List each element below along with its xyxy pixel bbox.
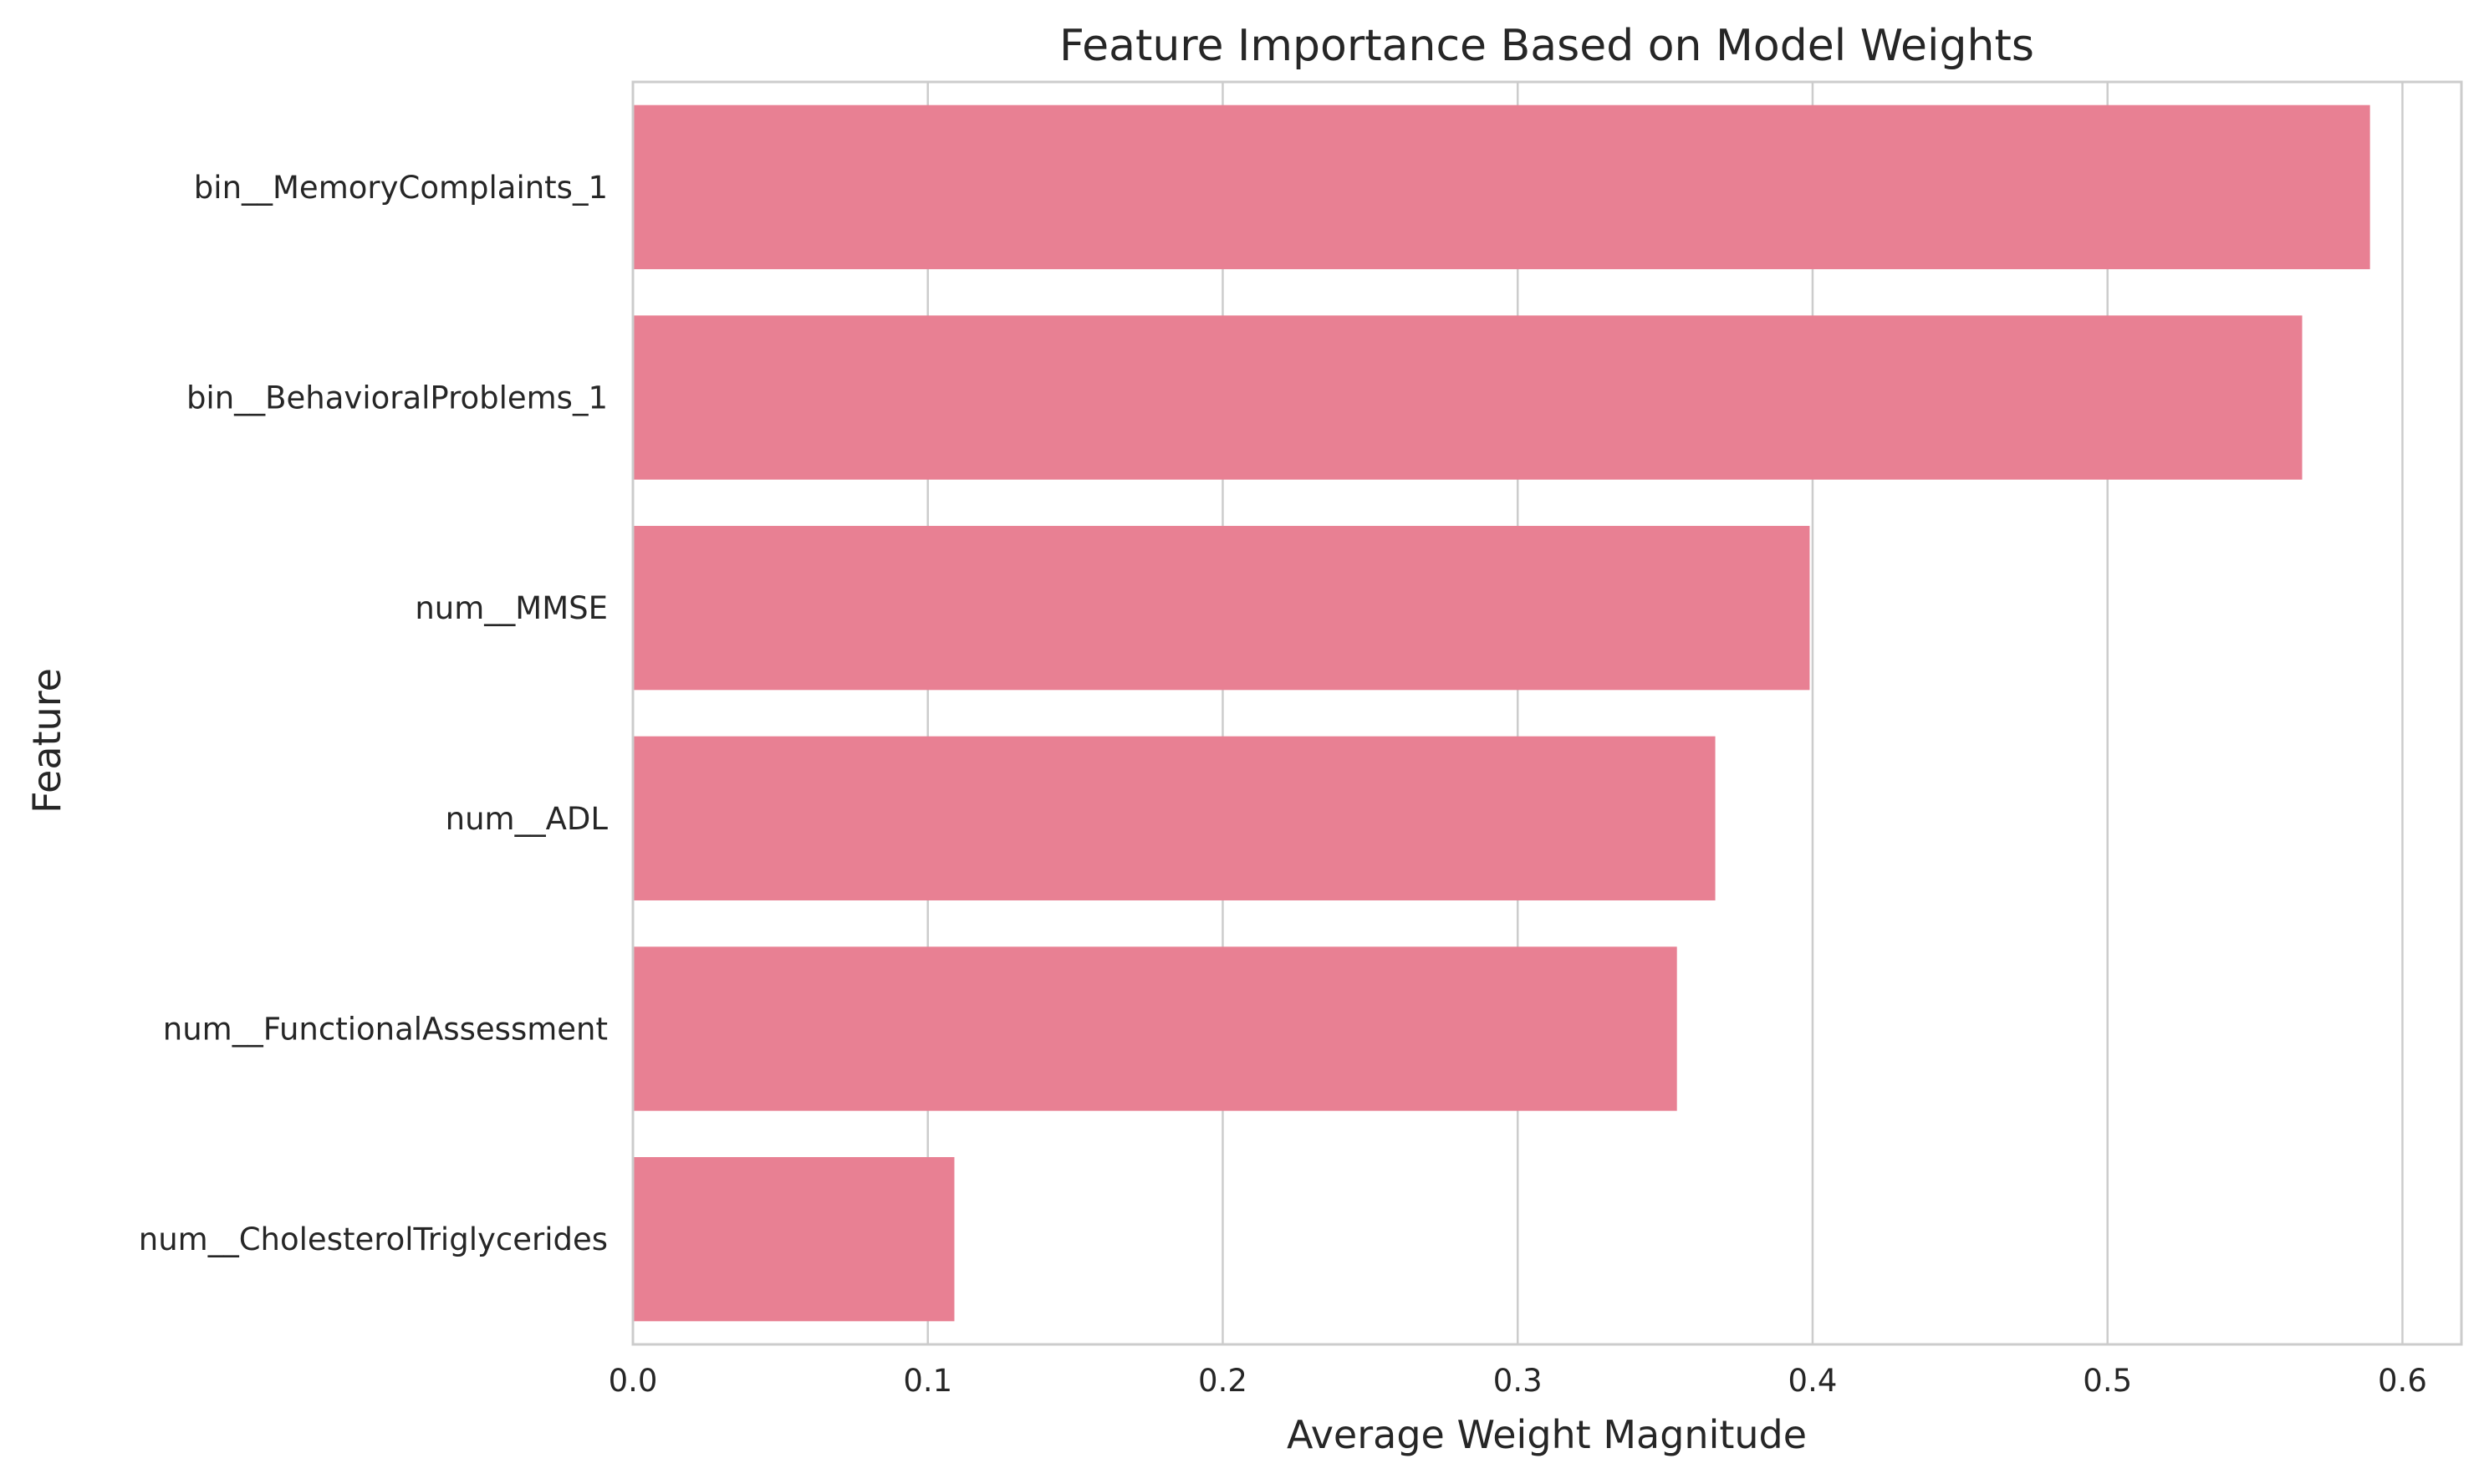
tick-labels: 0.0 0.1 0.2 0.3 0.4 0.5 0.6 bin__MemoryComplain… xyxy=(139,170,2427,1399)
y-tick-label: bin__BehavioralProblems_1 xyxy=(186,380,608,416)
y-tick-label: num__FunctionalAssessment xyxy=(163,1012,608,1048)
x-tick-label: 0.0 xyxy=(609,1363,658,1399)
x-tick-label: 0.6 xyxy=(2378,1363,2427,1399)
x-axis-label: Average Weight Magnitude xyxy=(1287,1412,1807,1457)
x-tick-label: 0.5 xyxy=(2083,1363,2132,1399)
y-tick-label: bin__MemoryComplaints_1 xyxy=(194,170,608,206)
x-tick-label: 0.2 xyxy=(1198,1363,1247,1399)
chart-title: Feature Importance Based on Model Weight… xyxy=(1059,21,2034,71)
plot-frame xyxy=(631,80,2463,1346)
y-axis-label: Feature xyxy=(24,668,69,813)
y-tick-label: num__ADL xyxy=(446,801,609,837)
x-tick-label: 0.3 xyxy=(1493,1363,1543,1399)
bar xyxy=(633,1157,955,1322)
bar xyxy=(633,315,2303,480)
bar xyxy=(633,736,1716,900)
bars xyxy=(633,105,2370,1322)
y-tick-label: num__CholesterolTriglycerides xyxy=(139,1221,608,1257)
y-tick-label: num__MMSE xyxy=(415,590,608,626)
bar xyxy=(633,105,2370,269)
bar xyxy=(633,946,1677,1111)
x-tick-label: 0.1 xyxy=(903,1363,952,1399)
x-tick-label: 0.4 xyxy=(1788,1363,1838,1399)
axes-frame xyxy=(631,80,2463,1346)
bar xyxy=(633,526,1810,691)
